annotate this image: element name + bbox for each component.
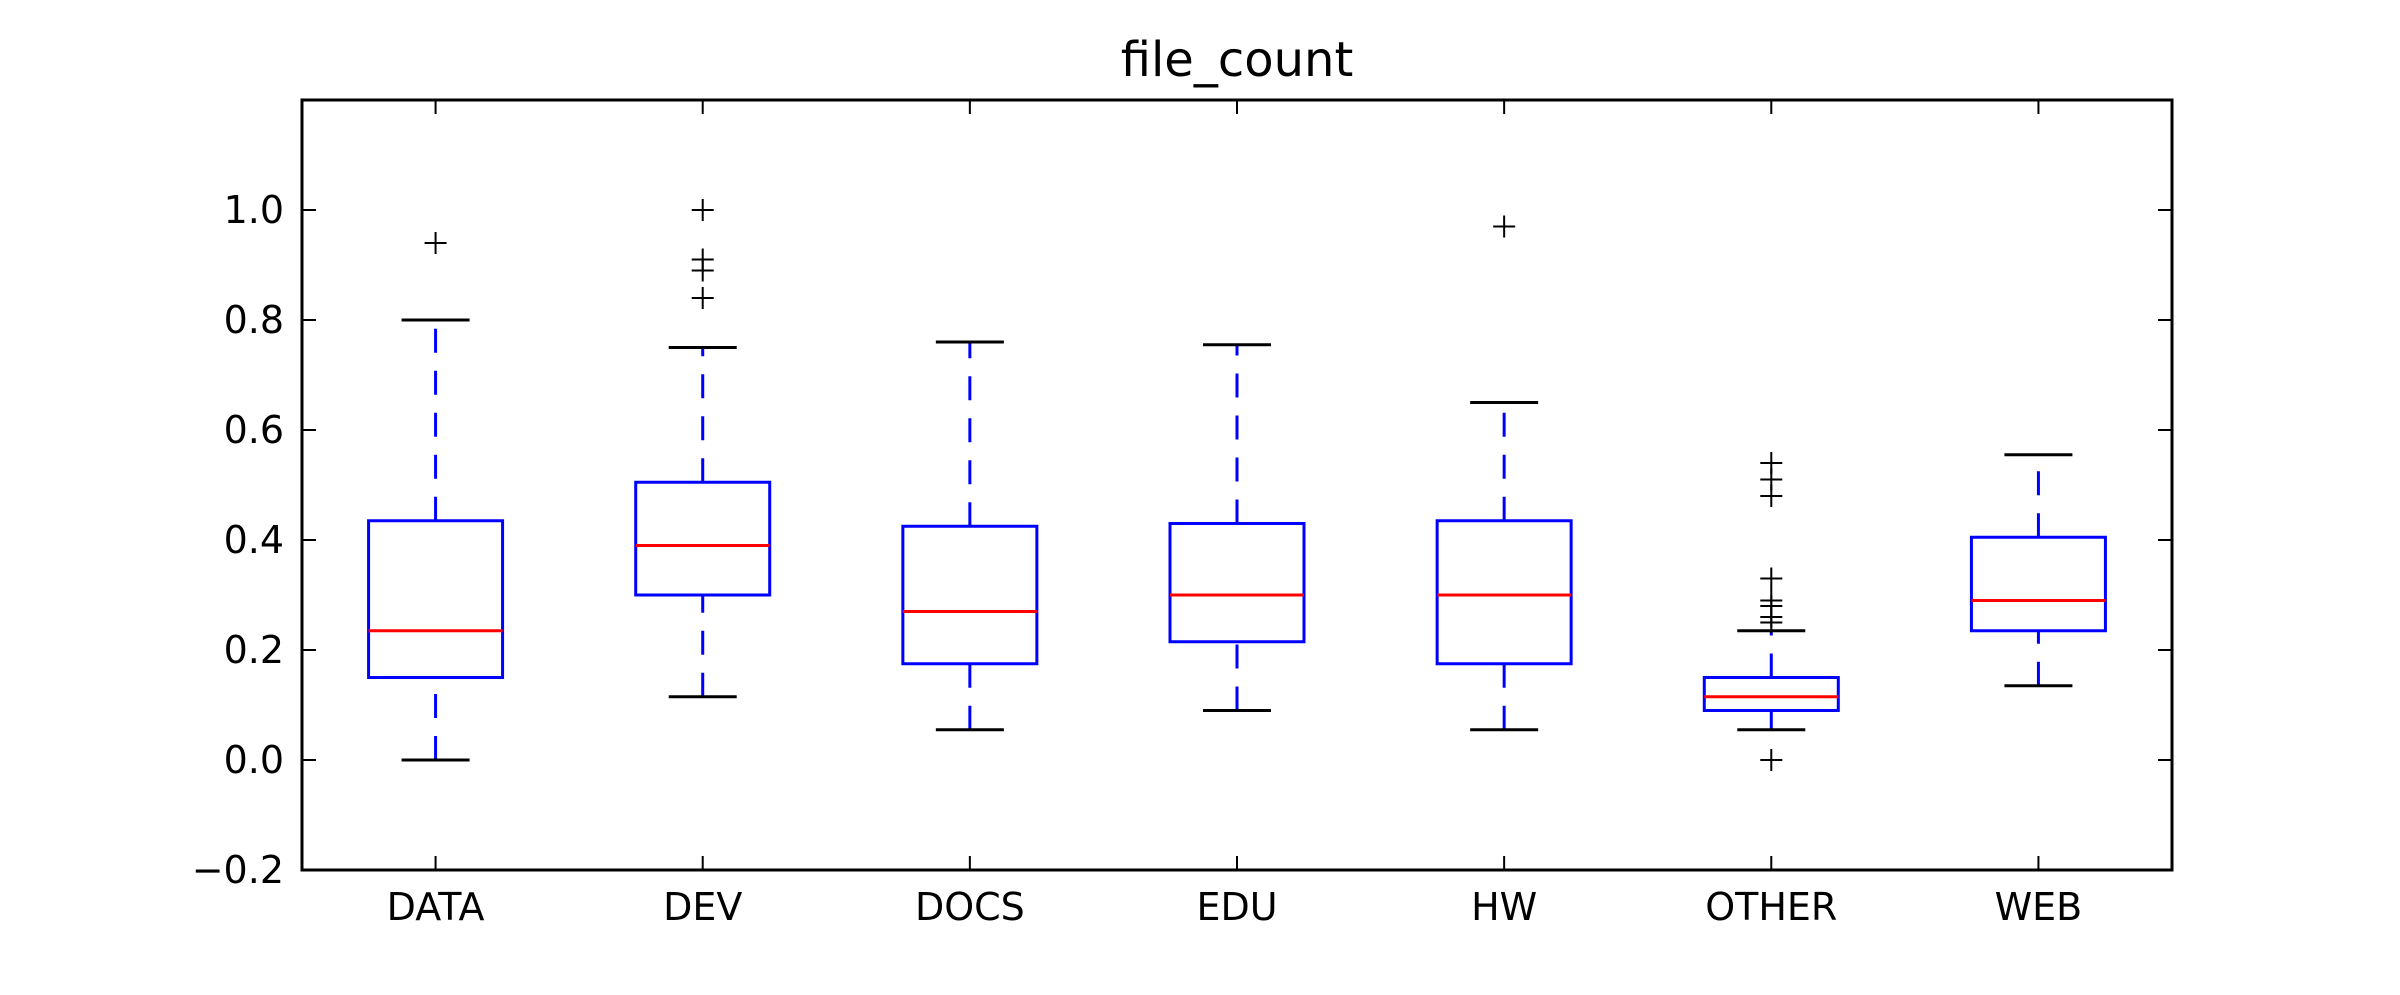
- y-tick-label: −0.2: [192, 848, 284, 892]
- box-docs: [901, 524, 1039, 666]
- box-edu: [1168, 522, 1306, 644]
- box-other: [1702, 676, 1840, 712]
- y-tick-label: 0.4: [224, 518, 284, 562]
- flier-marker: [691, 199, 714, 221]
- plot-frame: [300, 98, 2174, 872]
- box-data: [367, 519, 505, 679]
- y-tick-label: 0.6: [224, 408, 284, 452]
- y-tick-label: 0.8: [224, 298, 284, 342]
- x-tick-label: HW: [1471, 885, 1537, 929]
- flier-marker: [1493, 215, 1516, 238]
- x-tick-label: OTHER: [1705, 885, 1837, 929]
- x-tick-label: DOCS: [915, 885, 1025, 929]
- x-tick-label: EDU: [1196, 885, 1277, 929]
- flier-marker: [1760, 589, 1783, 612]
- flier-marker: [691, 287, 714, 309]
- y-tick-label: 0.2: [224, 628, 284, 672]
- box-web: [1969, 535, 2107, 633]
- flier-marker: [1760, 452, 1783, 474]
- box-dev: [634, 480, 772, 597]
- plot-layer: [302, 100, 2172, 871]
- chart-title: file_count: [1121, 32, 1354, 88]
- y-tick-label: 0.0: [224, 738, 284, 782]
- x-tick-label: DEV: [663, 885, 742, 929]
- x-tick-label: WEB: [1995, 885, 2083, 929]
- flier-marker: [424, 232, 447, 254]
- flier-marker: [1760, 749, 1783, 771]
- box-hw: [1435, 519, 1573, 666]
- y-tick-label: 1.0: [224, 188, 284, 232]
- x-tick-label: DATA: [387, 885, 485, 929]
- flier-marker: [691, 248, 714, 271]
- flier-marker: [1760, 567, 1783, 590]
